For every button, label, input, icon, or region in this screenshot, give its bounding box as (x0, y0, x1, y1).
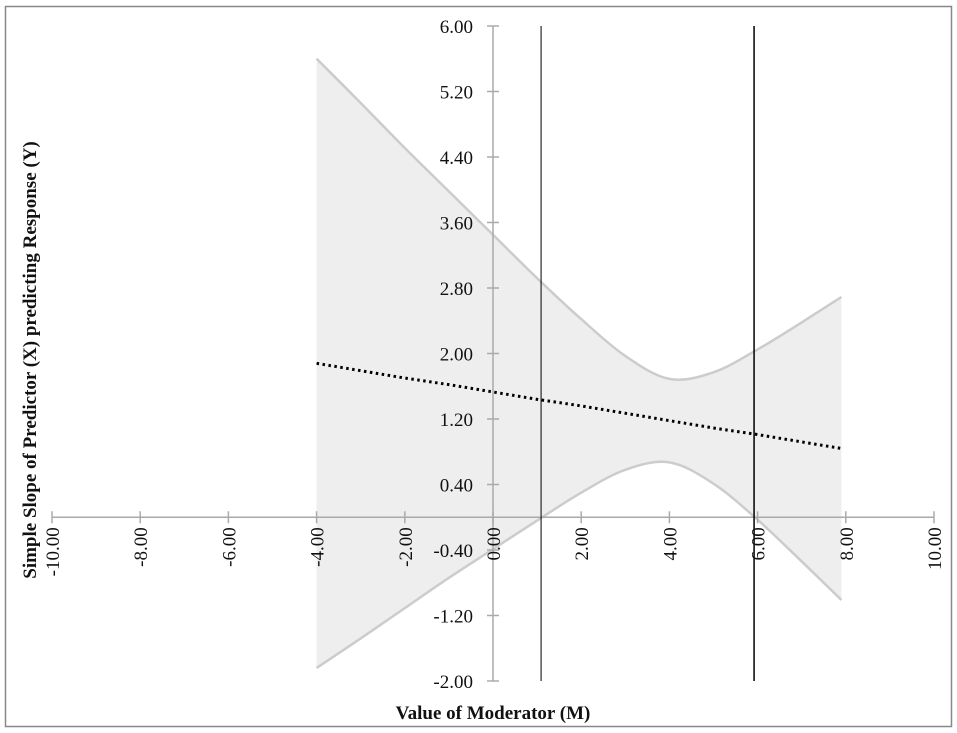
x-tick-label: 8.00 (837, 527, 858, 560)
y-tick-label: 2.00 (440, 345, 473, 366)
y-axis-label: Simple Slope of Predictor (X) predicting… (20, 141, 41, 579)
confidence-band-fill (316, 58, 842, 668)
x-tick-label: 0.00 (484, 527, 505, 560)
y-tick-label: 0.40 (440, 476, 473, 497)
y-tick-label: 3.60 (440, 214, 473, 235)
y-tick-label: 1.20 (440, 410, 473, 431)
x-axis-label: Value of Moderator (M) (396, 703, 591, 724)
y-tick-label: 6.00 (440, 17, 473, 38)
x-tick-label: -8.00 (131, 527, 152, 567)
x-tick-label: 2.00 (572, 527, 593, 560)
y-tick-label: 4.40 (440, 148, 473, 169)
y-tick-label: -0.40 (433, 541, 473, 562)
x-tick-label: -2.00 (396, 527, 417, 567)
x-tick-label: -4.00 (308, 527, 329, 567)
upper-confidence-band (315, 57, 843, 381)
x-tick-label: 6.00 (749, 527, 770, 560)
x-tick-label: -6.00 (219, 527, 240, 567)
x-tick-label: 4.00 (660, 527, 681, 560)
y-tick-label: -1.20 (433, 607, 473, 628)
y-tick-label: 5.20 (440, 83, 473, 104)
y-tick-label: -2.00 (433, 672, 473, 693)
y-tick-label: 2.80 (440, 279, 473, 300)
x-tick-label: 10.00 (925, 527, 946, 570)
x-tick-label: -10.00 (43, 527, 64, 576)
